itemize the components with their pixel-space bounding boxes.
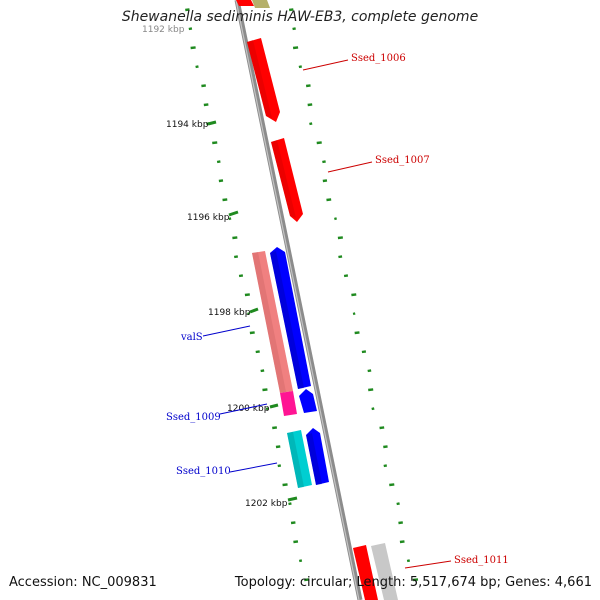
gc-outer-tick bbox=[368, 388, 374, 392]
gc-inner-tick bbox=[218, 179, 224, 183]
gc-outer-tick bbox=[351, 293, 357, 297]
gc-inner-tick bbox=[277, 464, 282, 468]
gene-label-ssed-1009[interactable]: Ssed_1009 bbox=[166, 412, 221, 423]
gc-outer-tick bbox=[412, 578, 419, 582]
gc-inner-tick bbox=[247, 312, 250, 316]
gc-inner-tick bbox=[290, 521, 296, 525]
gene-label-ssed-1010[interactable]: Ssed_1010 bbox=[176, 466, 231, 477]
gene-ssed-1006[interactable] bbox=[247, 38, 280, 122]
gene-ssed-1010[interactable] bbox=[287, 430, 312, 488]
leader-ssed-1006 bbox=[302, 59, 349, 71]
gc-inner-tick bbox=[288, 502, 292, 506]
gc-inner-tick bbox=[272, 426, 278, 430]
gene-ssed-1009-blue[interactable] bbox=[299, 389, 317, 413]
gc-inner-tick bbox=[282, 483, 288, 487]
gc-inner-tick bbox=[244, 293, 250, 297]
gc-inner-tick bbox=[203, 103, 209, 107]
gc-inner-tick bbox=[222, 198, 228, 202]
gc-outer-tick bbox=[288, 8, 294, 12]
genome-summary: Topology: circular; Length: 5,517,674 bp… bbox=[234, 575, 592, 590]
gc-content-ticks bbox=[185, 8, 419, 582]
gc-outer-tick bbox=[389, 483, 395, 487]
map-title: Shewanella sediminis HAW-EB3, complete g… bbox=[121, 9, 479, 25]
scale-label-1196: 1196 kbp bbox=[187, 213, 230, 223]
gc-outer-tick bbox=[354, 331, 360, 335]
gc-outer-tick bbox=[292, 27, 296, 31]
gene-label-ssed-1006[interactable]: Ssed_1006 bbox=[351, 53, 406, 64]
gc-inner-tick bbox=[255, 350, 260, 354]
gc-outer-tick bbox=[322, 179, 328, 183]
gc-outer-tick bbox=[406, 559, 411, 563]
gc-inner-tick bbox=[260, 369, 265, 373]
gc-outer-tick bbox=[361, 350, 367, 354]
gc-inner-tick bbox=[190, 46, 196, 50]
gc-outer-tick bbox=[383, 445, 388, 449]
gc-outer-tick bbox=[305, 84, 311, 88]
gc-outer-tick bbox=[307, 103, 313, 107]
gc-inner-tick bbox=[216, 160, 221, 164]
gc-outer-tick bbox=[298, 65, 303, 69]
gene-top-left[interactable] bbox=[236, 0, 270, 8]
gc-inner-tick bbox=[304, 578, 310, 582]
gc-outer-tick bbox=[383, 464, 388, 468]
gc-inner-tick bbox=[238, 274, 244, 278]
gc-outer-tick bbox=[352, 312, 356, 316]
gc-outer-tick bbox=[326, 198, 332, 202]
gc-outer-tick bbox=[379, 426, 385, 430]
gc-outer-tick bbox=[338, 255, 343, 259]
gene-label-vals[interactable]: valS bbox=[180, 332, 203, 343]
scale-label-1198: 1198 kbp bbox=[208, 308, 251, 318]
gc-inner-tick bbox=[232, 236, 238, 240]
gc-outer-tick bbox=[337, 236, 343, 240]
gc-inner-tick bbox=[275, 445, 281, 449]
gc-inner-tick bbox=[228, 217, 232, 221]
gc-outer-tick bbox=[398, 521, 403, 525]
gc-outer-tick bbox=[396, 502, 400, 506]
gene-ssed-1010-blue[interactable] bbox=[306, 428, 329, 485]
gc-inner-tick bbox=[233, 255, 239, 259]
leader-vals bbox=[202, 325, 251, 337]
gene-ssed-1011[interactable] bbox=[353, 543, 398, 600]
gc-inner-tick bbox=[195, 65, 199, 69]
gc-inner-tick bbox=[249, 331, 255, 335]
gene-ssed-1007[interactable] bbox=[271, 138, 303, 222]
scale-label-1192: 1192 kbp bbox=[142, 25, 185, 35]
gc-inner-tick bbox=[265, 407, 269, 411]
gene-label-ssed-1007[interactable]: Ssed_1007 bbox=[375, 155, 430, 166]
genome-backbone bbox=[234, 0, 363, 600]
gc-inner-tick bbox=[298, 559, 303, 563]
gc-outer-tick bbox=[316, 141, 322, 145]
gc-outer-tick bbox=[322, 160, 326, 164]
gc-inner-tick bbox=[293, 540, 299, 544]
gc-outer-tick bbox=[343, 274, 349, 278]
gene-label-ssed-1011[interactable]: Ssed_1011 bbox=[454, 555, 509, 566]
leader-ssed-1009 bbox=[219, 403, 268, 415]
gc-inner-tick bbox=[212, 141, 218, 145]
gene-vals[interactable] bbox=[252, 251, 293, 393]
scale-ticks bbox=[207, 120, 298, 502]
gc-outer-tick bbox=[399, 540, 405, 544]
gc-inner-tick bbox=[188, 27, 193, 31]
scale-label-1202: 1202 kbp bbox=[245, 499, 288, 509]
gc-outer-tick bbox=[367, 369, 372, 373]
leader-ssed-1007 bbox=[327, 161, 373, 173]
genome-backbone-highlight bbox=[235, 0, 360, 600]
leader-ssed-1011 bbox=[404, 560, 452, 569]
gc-inner-tick bbox=[185, 8, 190, 12]
accession-label: Accession: NC_009831 bbox=[9, 575, 157, 590]
gc-outer-tick bbox=[334, 217, 337, 221]
leader-ssed-1010 bbox=[229, 462, 278, 473]
gene-vals-blue[interactable] bbox=[270, 247, 311, 389]
gc-outer-tick bbox=[309, 122, 313, 126]
gene-ssed-1009[interactable] bbox=[280, 391, 297, 416]
scale-label-1200: 1200 kbp bbox=[227, 404, 270, 414]
gc-inner-tick bbox=[201, 84, 206, 88]
gc-outer-tick bbox=[292, 46, 299, 50]
gc-outer-tick bbox=[371, 407, 375, 411]
gc-inner-tick bbox=[262, 388, 268, 392]
scale-label-1194: 1194 kbp bbox=[166, 120, 209, 130]
